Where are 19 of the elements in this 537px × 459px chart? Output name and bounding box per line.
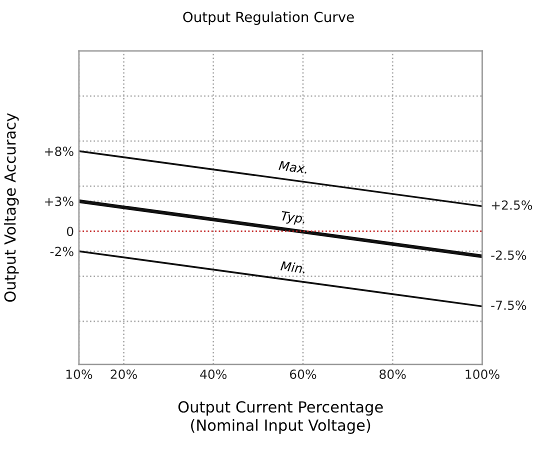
text: Max. <box>278 160 308 174</box>
data-label: -2.5% <box>491 250 526 260</box>
y-tick-label: 0 <box>66 226 74 236</box>
x-tick-label: 80% <box>380 370 406 379</box>
x-tick-label: 40% <box>200 370 227 379</box>
x-tick-label: 20% <box>110 370 137 379</box>
x-tick-label: 60% <box>290 370 316 379</box>
chart-title: Output Regulation Curve <box>183 11 354 25</box>
text: Min. <box>280 260 306 274</box>
data-label: -7.5% <box>491 300 526 310</box>
x-axis-title: Output Current Percentage (Nominal Input Voltage) <box>178 401 383 434</box>
x-tick-label: 100% <box>466 370 500 379</box>
y-tick-label: +8% <box>45 146 74 156</box>
text: Typ. <box>280 211 306 226</box>
data-label: +2.5% <box>492 200 532 210</box>
y-tick-label: +3% <box>45 196 74 206</box>
y-tick-label: -2% <box>50 246 74 256</box>
x-tick-label: 10% <box>66 370 92 379</box>
y-axis-title: Output Voltage Accuracy <box>4 113 19 302</box>
